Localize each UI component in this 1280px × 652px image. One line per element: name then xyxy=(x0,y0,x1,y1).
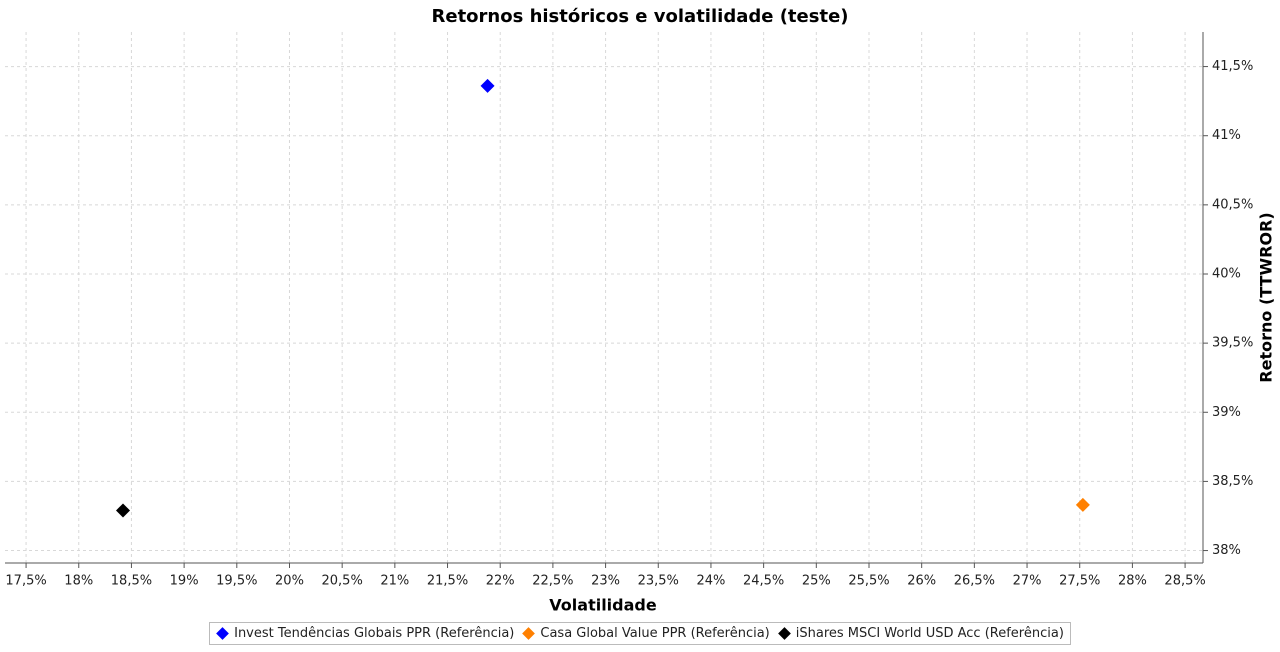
x-tick-label: 25% xyxy=(802,574,831,589)
x-tick-label: 19% xyxy=(170,574,199,589)
x-tick-label: 23,5% xyxy=(638,574,679,589)
chart-title: Retornos históricos e volatilidade (test… xyxy=(432,6,849,27)
legend-item: Casa Global Value PPR (Referência) xyxy=(522,626,770,641)
y-tick-label: 39,5% xyxy=(1212,336,1253,351)
y-tick-label: 39% xyxy=(1212,405,1241,420)
y-tick-label: 41% xyxy=(1212,128,1241,143)
x-axis-label: Volatilidade xyxy=(549,596,657,615)
legend-item: iShares MSCI World USD Acc (Referência) xyxy=(777,626,1064,641)
scatter-point xyxy=(480,78,495,93)
y-tick-label: 38% xyxy=(1212,543,1241,558)
x-tick-label: 25,5% xyxy=(848,574,889,589)
y-tick-label: 38,5% xyxy=(1212,474,1253,489)
legend-marker xyxy=(777,627,791,640)
x-tick-label: 18,5% xyxy=(111,574,152,589)
y-tick-label: 41,5% xyxy=(1212,59,1253,74)
x-tick-label: 24,5% xyxy=(743,574,784,589)
x-tick-label: 26% xyxy=(907,574,936,589)
scatter-point xyxy=(116,503,131,518)
x-tick-label: 27% xyxy=(1013,574,1042,589)
x-tick-label: 23% xyxy=(591,574,620,589)
scatter-point xyxy=(1075,497,1090,512)
x-tick-label: 20% xyxy=(275,574,304,589)
legend-label: Casa Global Value PPR (Referência) xyxy=(540,626,770,641)
x-tick-label: 22% xyxy=(486,574,515,589)
x-tick-label: 18% xyxy=(64,574,93,589)
legend: Invest Tendências Globais PPR (Referênci… xyxy=(0,622,1280,645)
x-tick-label: 19,5% xyxy=(216,574,257,589)
legend-item: Invest Tendências Globais PPR (Referênci… xyxy=(216,626,514,641)
legend-marker xyxy=(522,627,536,640)
x-tick-label: 26,5% xyxy=(954,574,995,589)
y-tick-label: 40,5% xyxy=(1212,197,1253,212)
legend-box: Invest Tendências Globais PPR (Referênci… xyxy=(209,622,1071,645)
x-tick-label: 28% xyxy=(1118,574,1147,589)
x-tick-label: 24% xyxy=(696,574,725,589)
legend-label: Invest Tendências Globais PPR (Referênci… xyxy=(234,626,515,641)
x-tick-label: 17,5% xyxy=(5,574,46,589)
y-tick-label: 40% xyxy=(1212,266,1241,281)
x-tick-label: 20,5% xyxy=(322,574,363,589)
x-tick-label: 27,5% xyxy=(1059,574,1100,589)
legend-marker xyxy=(216,627,229,640)
chart: Retornos históricos e volatilidade (test… xyxy=(5,6,1276,615)
x-tick-label: 22,5% xyxy=(532,574,573,589)
x-tick-label: 21,5% xyxy=(427,574,468,589)
legend-label: iShares MSCI World USD Acc (Referência) xyxy=(795,626,1064,641)
y-axis-label: Retorno (TTWROR) xyxy=(1257,212,1276,382)
x-tick-label: 28,5% xyxy=(1164,574,1205,589)
x-tick-label: 21% xyxy=(380,574,409,589)
